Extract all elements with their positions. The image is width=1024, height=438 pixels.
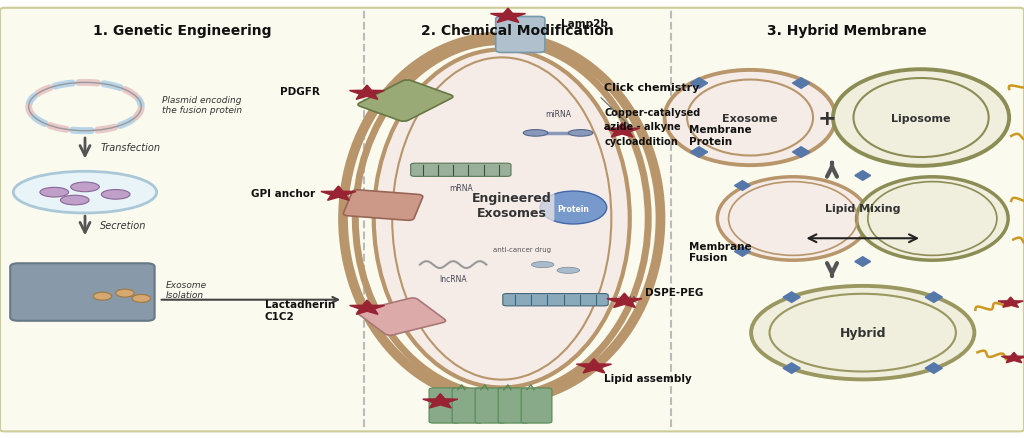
Text: Secretion: Secretion <box>100 221 146 230</box>
Ellipse shape <box>523 131 548 137</box>
Polygon shape <box>793 148 810 158</box>
Ellipse shape <box>834 70 1010 166</box>
Text: 3. Hybrid Membrane: 3. Hybrid Membrane <box>767 24 928 38</box>
FancyBboxPatch shape <box>499 388 529 423</box>
Ellipse shape <box>71 183 99 192</box>
Text: DSPE-PEG: DSPE-PEG <box>645 288 703 297</box>
FancyBboxPatch shape <box>358 81 453 122</box>
Ellipse shape <box>40 188 69 198</box>
Ellipse shape <box>717 177 868 261</box>
Text: GPI anchor: GPI anchor <box>251 188 315 198</box>
FancyBboxPatch shape <box>0 9 1024 431</box>
Text: 2. Chemical Modification: 2. Chemical Modification <box>421 24 613 38</box>
Ellipse shape <box>665 71 836 166</box>
Text: mRNA: mRNA <box>449 183 473 192</box>
Polygon shape <box>690 78 708 89</box>
Polygon shape <box>423 394 458 408</box>
Polygon shape <box>734 181 751 191</box>
Text: lncRNA: lncRNA <box>439 275 466 284</box>
Text: Protein: Protein <box>557 205 590 214</box>
Polygon shape <box>855 257 870 267</box>
Circle shape <box>132 295 151 303</box>
Text: +: + <box>817 108 837 128</box>
Polygon shape <box>855 171 870 181</box>
Polygon shape <box>783 363 800 374</box>
Text: 1. Genetic Engineering: 1. Genetic Engineering <box>92 24 271 38</box>
FancyBboxPatch shape <box>411 164 511 177</box>
Text: Copper-catalysed
azide - alkyne
cycloaddition: Copper-catalysed azide - alkyne cycloadd… <box>604 107 700 147</box>
Ellipse shape <box>374 50 630 388</box>
Polygon shape <box>793 78 810 89</box>
FancyBboxPatch shape <box>343 191 423 221</box>
Polygon shape <box>604 124 640 138</box>
Text: Liposome: Liposome <box>891 113 951 123</box>
Text: anti-cancer drug: anti-cancer drug <box>494 247 551 253</box>
Ellipse shape <box>101 190 130 200</box>
Text: miRNA: miRNA <box>545 109 571 118</box>
Text: Membrane
Fusion: Membrane Fusion <box>689 241 752 263</box>
Text: Lactadherin
C1C2: Lactadherin C1C2 <box>265 300 335 321</box>
Text: Plasmid encoding
the fusion protein: Plasmid encoding the fusion protein <box>162 95 242 115</box>
Text: Click chemistry: Click chemistry <box>604 83 699 92</box>
FancyBboxPatch shape <box>10 264 155 321</box>
Polygon shape <box>926 363 942 374</box>
FancyBboxPatch shape <box>503 294 608 306</box>
Ellipse shape <box>13 172 157 213</box>
Text: Lipid assembly: Lipid assembly <box>604 373 692 383</box>
Text: Membrane
Protein: Membrane Protein <box>689 125 752 147</box>
Text: Exosome: Exosome <box>722 113 778 123</box>
Polygon shape <box>1001 353 1024 363</box>
Polygon shape <box>607 293 642 308</box>
Text: Lamp2b: Lamp2b <box>561 18 608 28</box>
Ellipse shape <box>531 262 554 268</box>
Text: PDGFR: PDGFR <box>280 87 319 96</box>
Polygon shape <box>321 187 356 201</box>
FancyBboxPatch shape <box>453 388 483 423</box>
Circle shape <box>116 290 134 297</box>
Ellipse shape <box>541 192 606 225</box>
Circle shape <box>93 293 112 300</box>
Polygon shape <box>734 247 751 257</box>
Ellipse shape <box>752 286 975 379</box>
FancyBboxPatch shape <box>475 388 506 423</box>
FancyBboxPatch shape <box>496 18 545 53</box>
Polygon shape <box>577 359 611 373</box>
Polygon shape <box>490 9 525 23</box>
Polygon shape <box>349 86 385 100</box>
Ellipse shape <box>60 196 89 205</box>
FancyBboxPatch shape <box>521 388 552 423</box>
Polygon shape <box>690 148 708 158</box>
Polygon shape <box>926 292 942 303</box>
Text: Transfection: Transfection <box>100 143 161 153</box>
Text: Engineered
Exosomes: Engineered Exosomes <box>472 192 552 220</box>
Ellipse shape <box>568 131 593 137</box>
Polygon shape <box>349 300 385 314</box>
Text: Hybrid: Hybrid <box>840 326 886 339</box>
Text: Exosome
Isolation: Exosome Isolation <box>166 280 207 300</box>
FancyBboxPatch shape <box>357 298 445 336</box>
Text: siRNA: siRNA <box>614 296 637 304</box>
Polygon shape <box>783 292 800 303</box>
Ellipse shape <box>857 177 1009 261</box>
Polygon shape <box>998 297 1023 307</box>
Text: Lipid Mixing: Lipid Mixing <box>825 203 900 213</box>
Ellipse shape <box>557 268 580 274</box>
FancyBboxPatch shape <box>429 388 460 423</box>
